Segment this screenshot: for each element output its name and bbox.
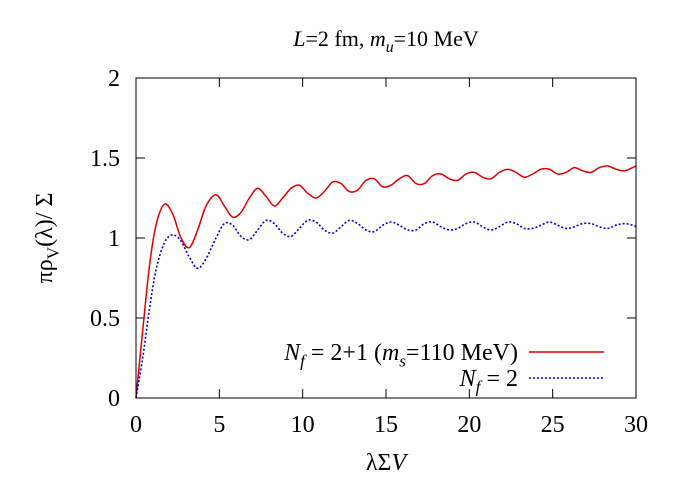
x-axis-label-part: λΣ <box>366 450 392 476</box>
legend-label-0-part: =110 MeV) <box>406 340 518 366</box>
tick-layer: 0 5 10 15 20 25 30 0 0.5 1 1.5 2 <box>90 66 648 438</box>
legend-label-0-part: s <box>399 352 406 371</box>
y-tick-label: 1 <box>108 226 120 252</box>
plot-frame <box>135 77 637 399</box>
x-tick-label: 20 <box>457 412 481 438</box>
legend-label-1-part: f <box>476 378 483 397</box>
y-axis-label-part: (λ)/ Σ <box>32 193 58 247</box>
y-tick-label: 1.5 <box>90 146 120 172</box>
legend-label-1-part: N <box>459 366 478 392</box>
series-layer <box>135 165 637 399</box>
legend-layer: Nf = 2+1 (ms=110 MeV)Nf = 2 <box>283 340 604 397</box>
legend-label-0-part: N <box>283 340 302 366</box>
series-line-0 <box>135 165 637 399</box>
legend-label-0-part: = 2+1 ( <box>305 340 382 366</box>
y-axis-label-part: V <box>44 246 63 259</box>
legend-label-1: Nf = 2 <box>459 366 518 397</box>
x-tick-label: 10 <box>291 412 315 438</box>
chart-title-part: L <box>292 26 305 51</box>
chart-title-part: m <box>370 26 386 51</box>
chart-title-part: =10 MeV <box>394 26 479 51</box>
x-tick-label: 25 <box>541 412 565 438</box>
y-axis-label: πρV(λ)/ Σ <box>32 193 63 284</box>
y-tick-label: 0 <box>108 386 120 412</box>
title-layer: L=2 fm, mu=10 MeV <box>292 26 479 56</box>
x-axis-label: λΣV <box>366 450 409 476</box>
y-tick-label: 0.5 <box>90 306 120 332</box>
x-tick-label: 5 <box>213 412 225 438</box>
x-tick-label: 15 <box>374 412 398 438</box>
y-axis-label-part: πρ <box>32 259 58 283</box>
y-tick-label: 2 <box>108 66 120 92</box>
chart-title-part: =2 fm, <box>305 26 369 51</box>
x-axis-label-part: V <box>391 450 408 476</box>
legend-label-1-part: = 2 <box>480 366 518 392</box>
x-tick-label: 0 <box>130 412 142 438</box>
series-line-1 <box>135 219 637 399</box>
legend-label-0: Nf = 2+1 (ms=110 MeV) <box>283 340 518 371</box>
chart-title: L=2 fm, mu=10 MeV <box>292 26 479 56</box>
legend-label-0-part: f <box>300 352 307 371</box>
x-tick-label: 30 <box>624 412 648 438</box>
chart-title-part: u <box>386 39 394 56</box>
legend-label-0-part: m <box>382 340 399 366</box>
